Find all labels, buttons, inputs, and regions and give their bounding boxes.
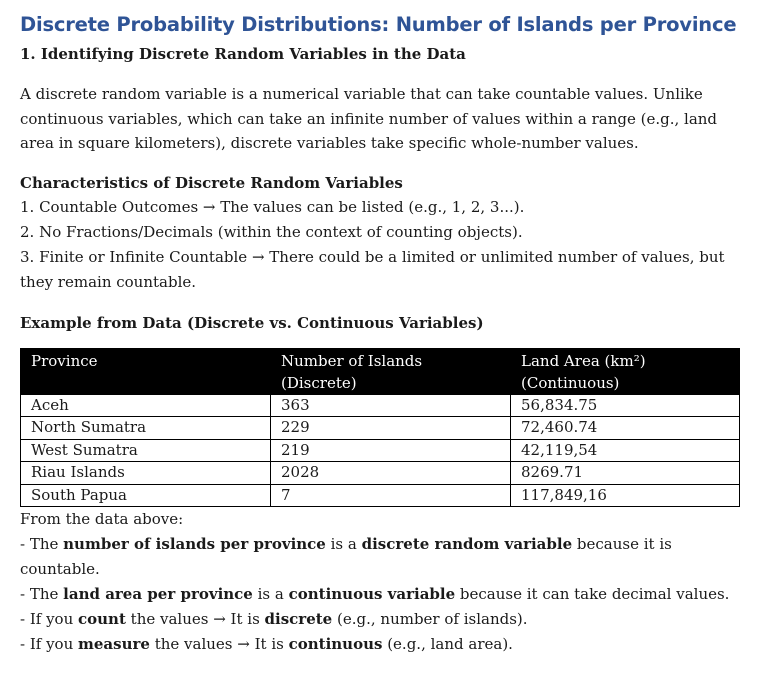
- note-item: - The land area per province is a contin…: [20, 582, 750, 607]
- note-item: - If you measure the values → It is cont…: [20, 632, 750, 657]
- note-bold: number of islands per province: [63, 535, 326, 553]
- note-text: the values → It is: [125, 610, 265, 628]
- cell-islands: 363: [270, 393, 511, 417]
- note-text: is a: [252, 585, 289, 603]
- document-title: Discrete Probability Distributions: Numb…: [20, 13, 737, 36]
- note-text: is a: [325, 535, 362, 553]
- note-bold: measure: [78, 635, 150, 653]
- note-text: because it can take decimal values.: [455, 585, 730, 603]
- note-text: (e.g., number of islands).: [332, 610, 528, 628]
- characteristics-heading: Characteristics of Discrete Random Varia…: [20, 173, 403, 192]
- characteristic-item: 2. No Fractions/Decimals (within the con…: [20, 222, 523, 241]
- table-header-row: Province Number of Islands (Discrete) La…: [20, 347, 740, 395]
- characteristic-item: 3. Finite or Infinite Countable → There …: [20, 247, 725, 291]
- cell-land-area: 8269.71: [510, 461, 740, 485]
- document-page: Discrete Probability Distributions: Numb…: [20, 10, 750, 657]
- cell-land-area: 42,119,54: [510, 438, 740, 462]
- table-row: Aceh 363 56,834.75: [20, 393, 740, 417]
- characteristics-list: 1. Countable Outcomes → The values can b…: [20, 195, 750, 295]
- header-province: Province: [20, 347, 271, 395]
- cell-province: North Sumatra: [20, 416, 271, 440]
- characteristic-item: 1. Countable Outcomes → The values can b…: [20, 197, 525, 216]
- note-text: - The: [20, 535, 64, 553]
- note-bold: discrete random variable: [361, 535, 573, 553]
- note-bold: count: [78, 610, 126, 628]
- cell-province: South Papua: [20, 483, 271, 507]
- header-islands: Number of Islands (Discrete): [270, 347, 511, 395]
- cell-islands: 219: [270, 438, 511, 462]
- notes-list: - The number of islands per province is …: [20, 532, 750, 657]
- cell-islands: 2028: [270, 461, 511, 485]
- cell-islands: 229: [270, 416, 511, 440]
- table-row: West Sumatra 219 42,119,54: [20, 438, 740, 462]
- note-text: - If you: [20, 635, 79, 653]
- cell-land-area: 72,460.74: [510, 416, 740, 440]
- note-bold: continuous variable: [288, 585, 456, 603]
- note-text: the values → It is: [149, 635, 289, 653]
- note-bold: land area per province: [63, 585, 253, 603]
- table-row: North Sumatra 229 72,460.74: [20, 416, 740, 440]
- header-land-area: Land Area (km²) (Continuous): [510, 347, 740, 395]
- note-text: - The: [20, 585, 64, 603]
- note-text: (e.g., land area).: [382, 635, 513, 653]
- note-bold: continuous: [288, 635, 383, 653]
- note-text: - If you: [20, 610, 79, 628]
- example-heading: Example from Data (Discrete vs. Continuo…: [20, 313, 484, 332]
- intro-paragraph: A discrete random variable is a numerica…: [20, 85, 718, 152]
- cell-land-area: 56,834.75: [510, 393, 740, 417]
- islands-table: Province Number of Islands (Discrete) La…: [20, 347, 740, 508]
- note-text: because it is countable.: [20, 535, 672, 578]
- section-heading: 1. Identifying Discrete Random Variables…: [20, 45, 466, 63]
- from-data-line: From the data above:: [20, 510, 184, 528]
- cell-land-area: 117,849,16: [510, 483, 740, 507]
- cell-province: West Sumatra: [20, 438, 271, 462]
- note-item: - The number of islands per province is …: [20, 532, 750, 582]
- table-row: Riau Islands 2028 8269.71: [20, 461, 740, 485]
- cell-islands: 7: [270, 483, 511, 507]
- cell-province: Aceh: [20, 393, 271, 417]
- table-row: South Papua 7 117,849,16: [20, 483, 740, 507]
- note-item: - If you count the values → It is discre…: [20, 607, 750, 632]
- cell-province: Riau Islands: [20, 461, 271, 485]
- note-bold: discrete: [264, 610, 333, 628]
